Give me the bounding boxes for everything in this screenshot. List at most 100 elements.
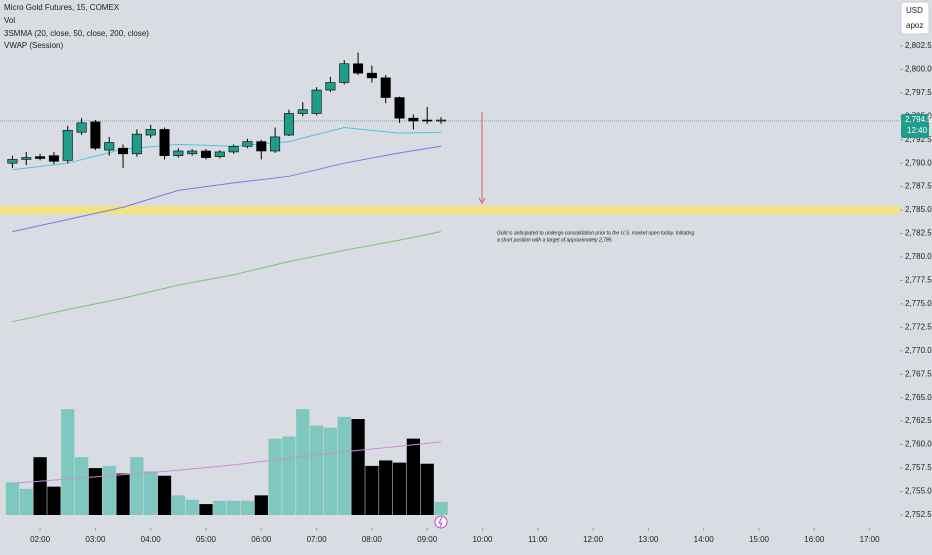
volume-bar [309,425,324,515]
candle-body [187,150,198,155]
volume-bar [144,471,158,515]
account: apoz [906,21,923,30]
last-price-label: 2,794.5 [905,115,932,124]
y-tick-label: 2,797.5 [905,88,932,97]
candle-body [131,133,142,155]
candle-body [7,159,18,164]
y-tick-label: 2,770.0 [905,346,932,355]
x-tick-label: 10:00 [472,535,493,544]
volume-bar [130,457,144,515]
y-tick-label: 2,777.5 [905,276,932,285]
candle-body [90,121,101,149]
chart-title: Micro Gold Futures, 15, COMEX [4,3,120,12]
volume-bar [365,465,379,515]
volume-bar [351,419,365,515]
x-tick-label: 02:00 [30,535,51,544]
y-tick-label: 2,757.5 [905,463,932,472]
x-tick-label: 06:00 [251,535,272,544]
candle-body [325,82,336,91]
candle-body [283,113,294,136]
y-tick-label: 2,752.5 [905,510,932,519]
x-tick-label: 07:00 [307,535,328,544]
x-tick-label: 04:00 [141,535,162,544]
y-tick-label: 2,792.5 [905,135,932,144]
candle-body [353,63,364,74]
annotation-line: Gold is anticipated to undergo consolida… [497,230,694,236]
candle-body [422,119,433,122]
last-price-box [901,113,929,138]
candle-body [214,151,225,157]
volume-bar [5,482,20,515]
y-tick-label: 2,755.0 [905,487,932,496]
candle-body [21,157,32,160]
x-tick-label: 11:00 [528,535,548,544]
arrow-head [478,197,486,204]
x-tick-label: 13:00 [638,535,659,544]
x-tick-label: 05:00 [196,535,217,544]
volume-bar [47,486,61,515]
volume-bar [19,488,33,515]
y-tick-label: 2,780.0 [905,252,932,261]
ma-line [12,231,442,323]
candle-body [200,150,211,158]
ma-line [12,145,442,233]
volume-bar [337,416,351,515]
candle-body [173,150,184,156]
x-tick-label: 08:00 [362,535,383,544]
y-tick-label: 2,760.0 [905,440,932,449]
volume-bar [227,500,241,515]
candle-body [256,141,267,152]
x-tick-label: 09:00 [417,535,438,544]
candle-body [104,142,115,151]
candle-body [297,109,308,114]
candle-body [35,156,46,159]
legend: Micro Gold Futures, 15, COMEX Vol 3SMMA … [4,3,149,50]
volume-bar [116,473,130,515]
volume-bar [74,457,89,515]
volume-bar [268,438,282,515]
indicator: VWAP (Session) [4,41,63,50]
indicator: Vol [4,16,15,25]
volume-bar [33,457,47,515]
currency: USD [906,6,923,15]
candle-body [62,130,73,161]
countdown: 12:40 [907,126,928,135]
volume-bar [379,460,393,515]
y-tick-label: 2,800.0 [905,65,932,74]
candle-body [270,136,281,152]
volume-bar [199,504,213,515]
y-tick-label: 2,782.5 [905,229,932,238]
lightning-icon[interactable] [434,515,448,529]
x-tick-label: 12:00 [583,535,604,544]
indicator: 3SMMA (20, close, 50, close, 200, close) [4,29,149,38]
volume-bar [61,409,75,515]
volume-bar [185,499,199,515]
currency-box[interactable] [900,1,930,35]
candle-body [380,77,391,98]
y-tick-label: 2,790.0 [905,158,932,167]
y-tick-label: 2,787.5 [905,182,932,191]
volume-bar [240,500,255,515]
volume-bar [296,409,310,515]
volume-bar [392,462,407,515]
volume-bar [88,468,103,515]
x-tick-label: 17:00 [860,535,881,544]
volume-bar [157,475,172,515]
volume-bar [282,436,296,515]
y-tick-label: 2,767.5 [905,369,932,378]
candle-body [436,119,447,122]
lightning-glyph [438,516,443,528]
annotation-line: a short position with a target of approx… [497,237,613,243]
candle-body [408,117,419,122]
candle-body [366,72,377,79]
y-tick-label: 2,802.5 [905,41,932,50]
y-tick-label: 2,762.5 [905,416,932,425]
x-tick-label: 16:00 [804,535,825,544]
volume-bar [213,500,227,515]
candle-body [339,63,350,83]
candle-body [145,129,156,136]
candle-body [228,146,239,153]
y-tick-label: 2,765.0 [905,393,932,402]
